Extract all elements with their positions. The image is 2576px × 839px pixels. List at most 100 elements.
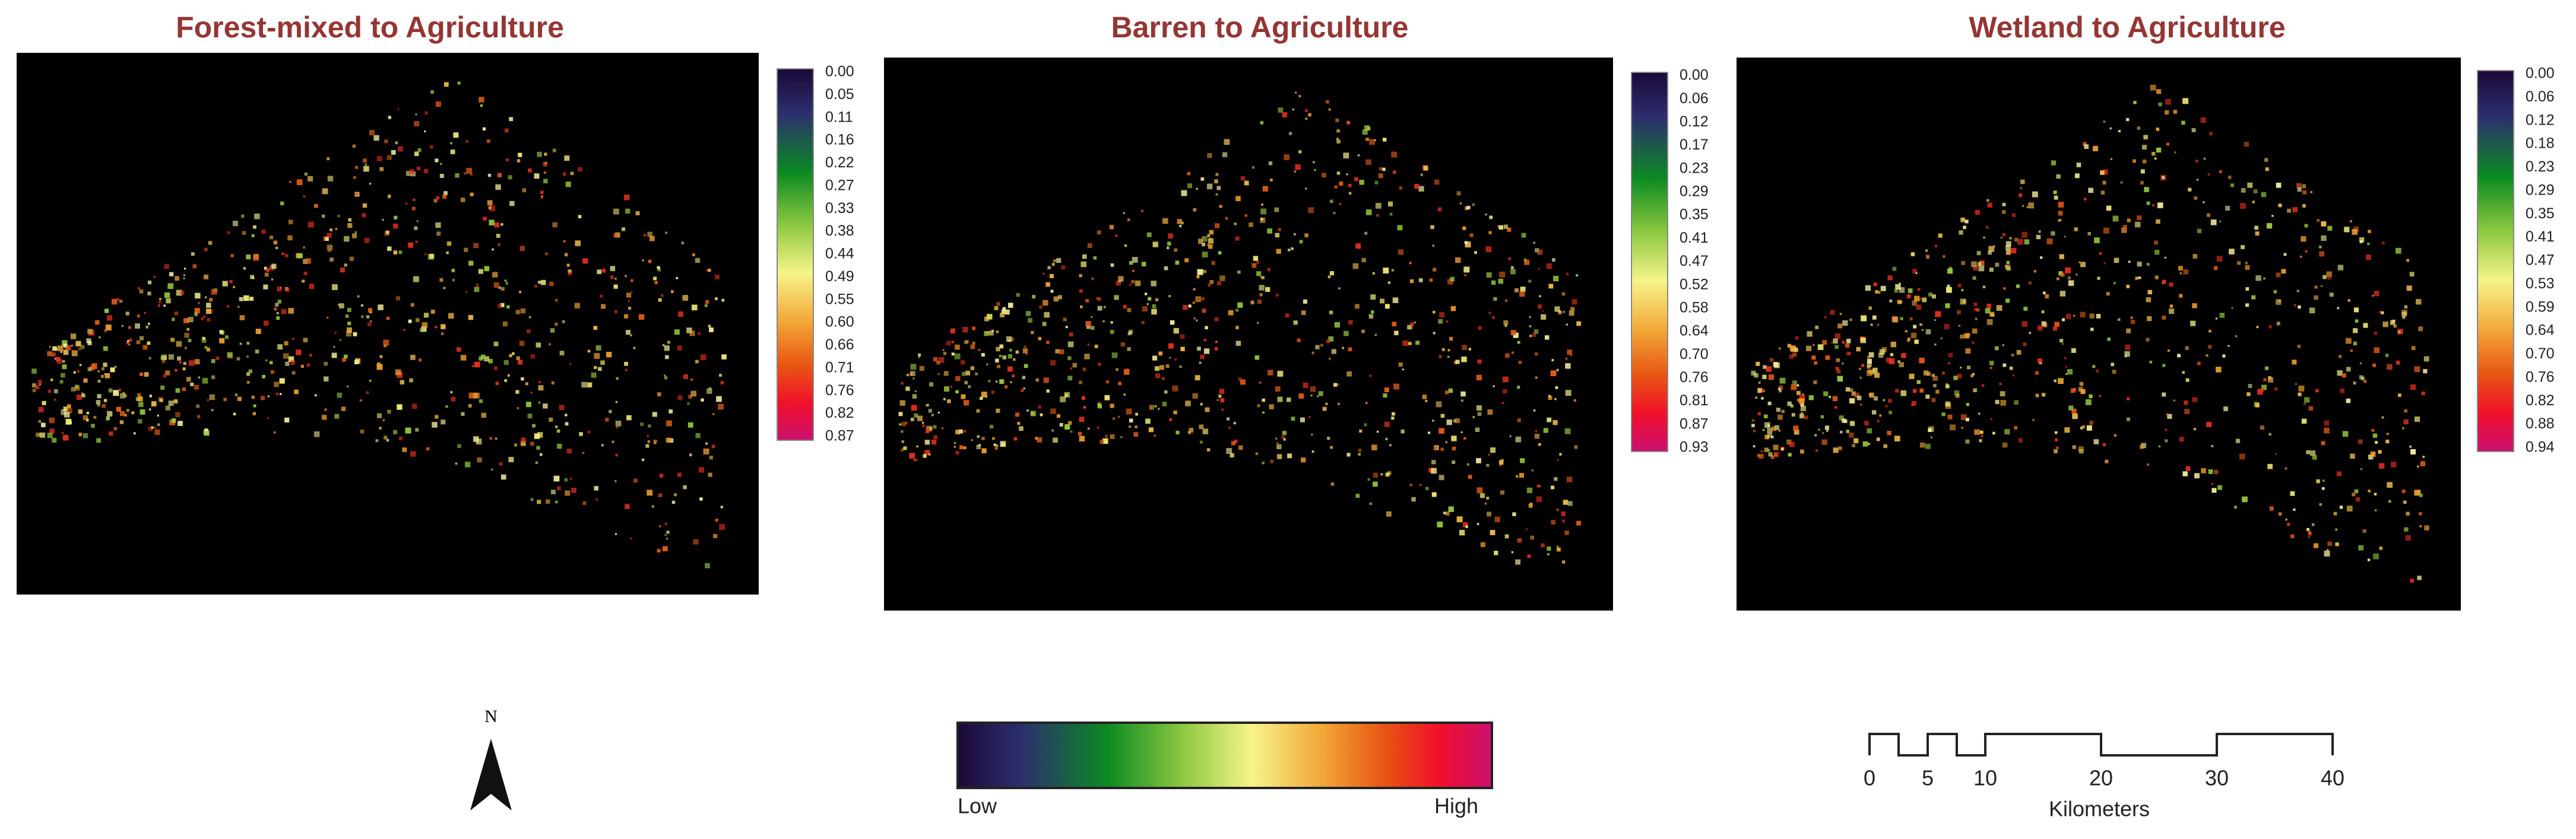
legend-label: 0.16 [825, 132, 854, 148]
map-speckle [429, 253, 435, 259]
map-speckle [1384, 387, 1389, 393]
map-speckle [1934, 344, 1937, 346]
map-speckle [2005, 265, 2011, 270]
map-speckle [630, 334, 632, 336]
map-speckle [929, 427, 933, 430]
map-speckle [995, 380, 998, 383]
map-speckle [1183, 305, 1188, 310]
map-speckle [2327, 276, 2331, 280]
map-speckle [243, 295, 249, 301]
map-speckle [1037, 437, 1043, 443]
map-speckle [2156, 147, 2162, 153]
map-speckle [2211, 488, 2217, 493]
map-speckle [1359, 180, 1364, 185]
map-speckle [2121, 227, 2127, 233]
map-speckle [208, 241, 213, 245]
map-speckle [114, 366, 117, 368]
map-speckle [31, 383, 36, 387]
map-speckle [528, 168, 532, 173]
map-speckle [994, 306, 999, 310]
map-speckle [1521, 233, 1526, 238]
legend-label: 0.22 [825, 154, 854, 171]
legend-label: 0.23 [2526, 158, 2555, 175]
map-speckle [66, 408, 72, 414]
map-speckle [1862, 441, 1868, 447]
map-speckle [905, 421, 908, 425]
map-speckle [2315, 389, 2319, 393]
map-speckle [1285, 313, 1289, 317]
map-speckle [1326, 339, 1330, 344]
map-speckle [1177, 219, 1183, 224]
map-speckle [1776, 407, 1780, 412]
map-speckle [2371, 294, 2374, 297]
map-speckle [432, 422, 438, 428]
map-speckle [1387, 201, 1393, 206]
map-speckle [1547, 417, 1552, 422]
map-speckle [127, 340, 129, 342]
map-speckle [1091, 316, 1093, 318]
map-speckle [296, 179, 303, 185]
north-arrow [470, 739, 512, 811]
map-speckle [1180, 334, 1185, 339]
map-speckle [2355, 319, 2359, 323]
map-speckle [1206, 448, 1211, 452]
map-speckle [1301, 457, 1306, 463]
map-speckle [1294, 170, 1297, 173]
map-speckle [2335, 542, 2339, 546]
map-speckle [1989, 267, 1994, 272]
map-speckle [398, 436, 403, 440]
map-speckle [614, 533, 617, 535]
map-speckle [473, 243, 479, 249]
map-speckle [1972, 341, 1975, 344]
map-speckle [484, 356, 490, 362]
map-speckle [273, 240, 278, 244]
map-speckle [277, 344, 283, 350]
map-speckle [2056, 174, 2061, 179]
map-speckle [648, 424, 651, 428]
map-speckle [471, 365, 474, 367]
map-speckle [479, 97, 484, 103]
map-speckle [435, 101, 441, 107]
map-speckle [1175, 430, 1180, 435]
map-speckle [1154, 405, 1157, 408]
map-speckle [933, 435, 938, 440]
map-speckle [1364, 423, 1367, 427]
map-speckle [388, 116, 391, 119]
map-speckle [325, 237, 329, 241]
map-speckle [1357, 154, 1360, 157]
map-speckle [647, 435, 649, 437]
map-speckle [1218, 395, 1222, 398]
map-speckle [1250, 300, 1254, 304]
map-speckle [1799, 398, 1805, 404]
map-speckle [988, 380, 991, 383]
map-speckle [2059, 339, 2064, 343]
map-speckle [1492, 316, 1495, 319]
map-speckle [1923, 370, 1929, 376]
panel: Wetland to Agriculture0.000.060.120.180.… [1737, 11, 2555, 611]
map-speckle [1570, 307, 1575, 312]
map-speckle [2126, 417, 2130, 421]
map-speckle [2381, 241, 2385, 244]
map-speckle [54, 357, 57, 360]
map-speckle [1116, 368, 1119, 371]
map-speckle [516, 356, 520, 360]
map-speckle [2417, 576, 2422, 580]
map-speckle [1764, 414, 1768, 419]
map-speckle [47, 433, 53, 438]
map-speckle [1343, 152, 1349, 159]
map-speckle [1162, 377, 1165, 380]
map-speckle [492, 272, 498, 278]
map-speckle [237, 306, 240, 308]
map-speckle [83, 415, 88, 421]
map-speckle [642, 259, 644, 262]
map-speckle [2391, 462, 2397, 468]
map-speckle [1141, 320, 1145, 325]
map-speckle [1529, 316, 1531, 318]
map-speckle [367, 322, 372, 326]
map-speckle [996, 444, 999, 447]
map-speckle [1328, 108, 1331, 111]
map-speckle [2093, 439, 2099, 444]
map-speckle [1005, 385, 1008, 389]
map-speckle [81, 392, 84, 395]
map-speckle [1067, 356, 1072, 360]
